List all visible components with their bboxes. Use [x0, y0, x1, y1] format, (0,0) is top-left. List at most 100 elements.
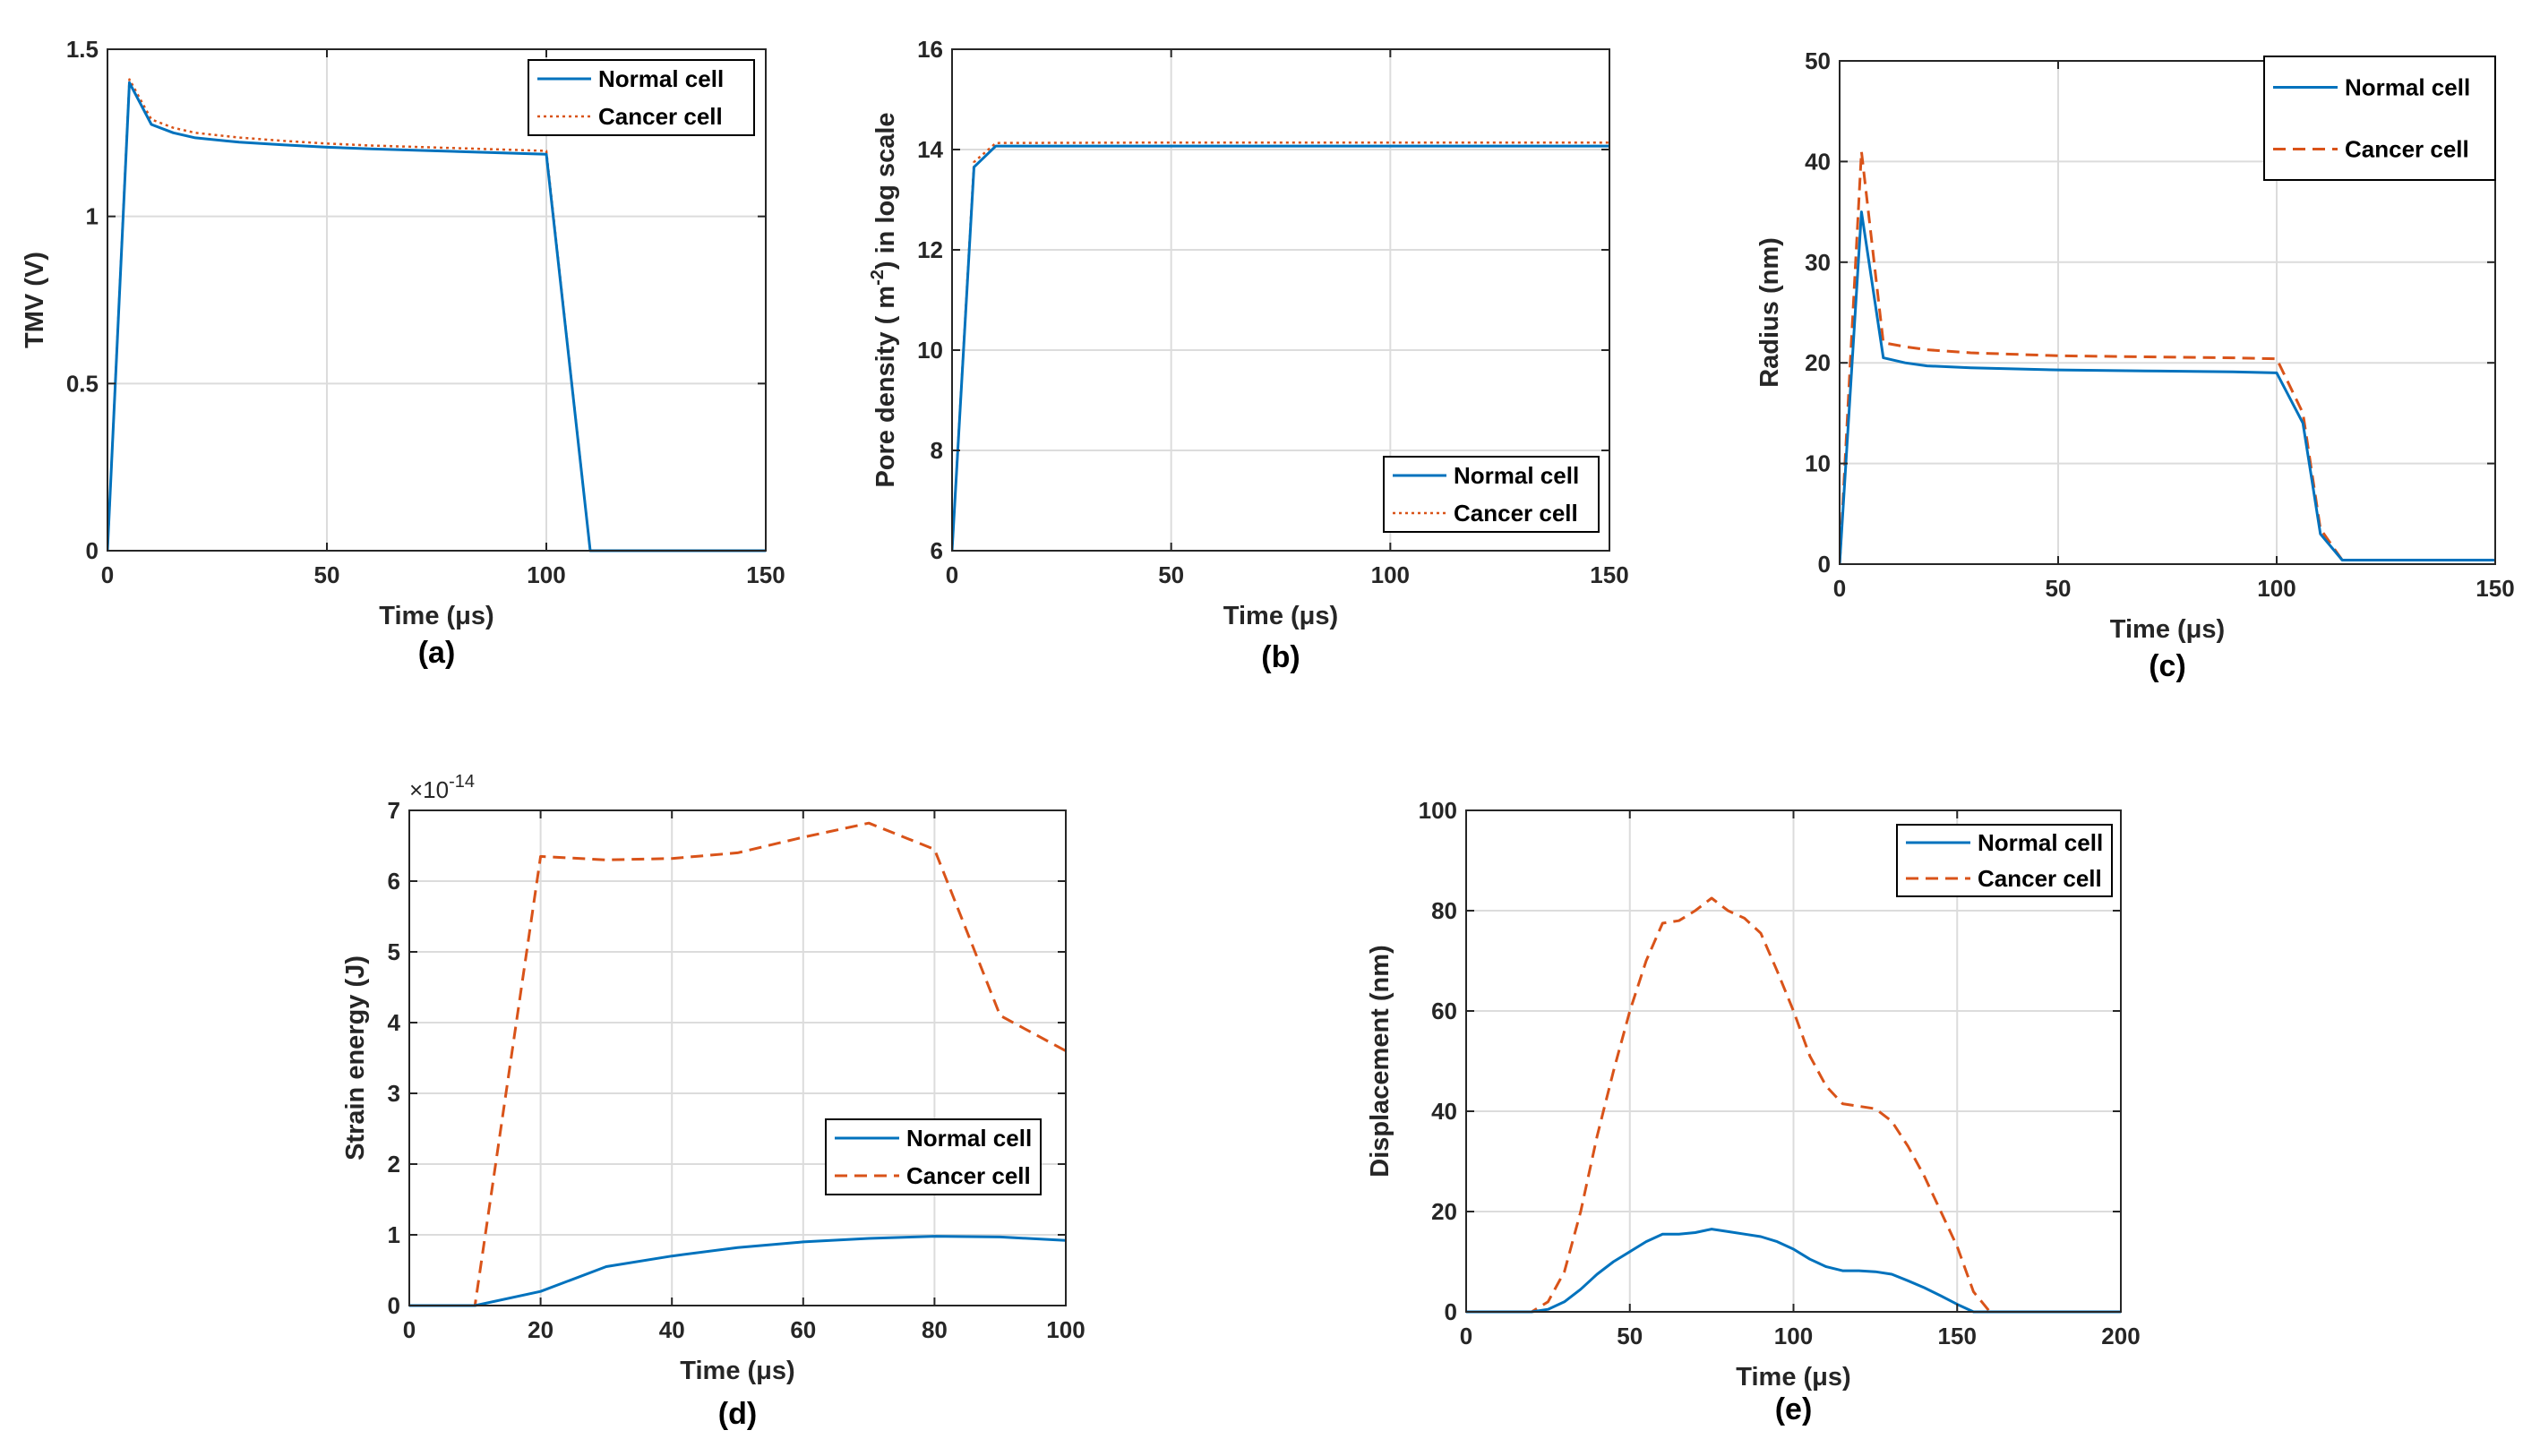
series-line-cancer-cell — [1466, 896, 2121, 1314]
chart-panel-a: 0 50 100 150 0 0.5 1 1.5 Time (μs) TMV (V) Normal … — [21, 36, 785, 670]
legend: Normal cell Cancer cell — [1383, 456, 1600, 533]
legend-label: Normal cell — [598, 65, 724, 92]
legend-label: Normal cell — [1454, 462, 1579, 489]
x-axis-label: Time (μs) — [680, 1357, 794, 1385]
legend-box — [1896, 824, 2113, 897]
legend-box — [2263, 56, 2496, 181]
axes-box — [951, 48, 1610, 552]
x-tick-label: 50 — [314, 561, 340, 588]
y-tick-label: 3 — [388, 1080, 400, 1107]
y-axis-label: TMV (V) — [21, 252, 49, 348]
x-tick-label: 80 — [922, 1316, 948, 1343]
x-axis-label: Time (μs) — [2110, 615, 2225, 644]
y-tick-label: 1 — [388, 1221, 400, 1248]
y-tick-label: 20 — [1805, 349, 1831, 376]
chart-panel-e: 0 50 100 150 200 0 20 40 60 80 100 Time (μs) Displac… — [1366, 797, 2141, 1426]
y-tick-label: 16 — [917, 36, 943, 63]
axes-box — [408, 809, 1067, 1306]
x-tick-label: 50 — [1158, 561, 1184, 588]
y-tick-label: 7 — [388, 797, 400, 824]
y-tick-label: 8 — [931, 437, 943, 464]
x-tick-label: 200 — [2101, 1323, 2140, 1349]
legend-label: Normal cell — [906, 1125, 1032, 1152]
axes-box — [1839, 60, 2496, 565]
y-tick-label: 10 — [1805, 450, 1831, 477]
x-tick-label: 100 — [2257, 575, 2295, 602]
chart-panel-c: 0 50 100 150 0 10 20 30 40 50 Time (μs) Radius (nm)… — [1755, 47, 2515, 683]
series-line-cancer-cell — [409, 821, 1066, 1307]
legend-label: Cancer cell — [2345, 136, 2469, 163]
series-line-normal-cell — [952, 144, 1609, 552]
series-line-normal-cell — [1466, 1228, 2121, 1314]
axis-multiplier: ×10-14 — [409, 772, 475, 803]
y-tick-label: 60 — [1431, 998, 1457, 1024]
legend-box — [825, 1118, 1042, 1195]
y-tick-label: 100 — [1419, 797, 1457, 824]
legend: Normal cell Cancer cell — [1896, 824, 2113, 897]
y-tick-label: 2 — [388, 1151, 400, 1178]
x-tick-label: 150 — [1938, 1323, 1977, 1349]
legend: Normal cell Cancer cell — [825, 1118, 1042, 1195]
x-tick-label: 60 — [790, 1316, 816, 1343]
x-tick-label: 0 — [1460, 1323, 1472, 1349]
y-tick-label: 50 — [1805, 47, 1831, 74]
legend-label: Normal cell — [1978, 829, 2103, 856]
y-tick-label: 6 — [931, 537, 943, 564]
y-tick-label: 10 — [917, 337, 943, 364]
legend-label: Normal cell — [2345, 74, 2470, 101]
series-line-normal-cell — [409, 1235, 1066, 1307]
x-tick-label: 150 — [746, 561, 785, 588]
x-tick-label: 100 — [1046, 1316, 1085, 1343]
legend-box — [528, 59, 755, 136]
legend: Normal cell Cancer cell — [528, 59, 755, 136]
series-line-normal-cell — [107, 81, 766, 552]
y-axis-label: Radius (nm) — [1755, 237, 1784, 388]
y-tick-label: 12 — [917, 236, 943, 263]
x-tick-label: 100 — [1774, 1323, 1813, 1349]
legend-label: Cancer cell — [1454, 500, 1578, 527]
x-tick-label: 40 — [659, 1316, 685, 1343]
y-axis-label: Pore density ( m-2) in log scale — [868, 112, 900, 487]
legend-box — [1383, 456, 1600, 533]
y-tick-label: 0 — [1818, 551, 1831, 578]
y-tick-label: 1 — [86, 203, 99, 230]
legend-label: Cancer cell — [598, 103, 723, 130]
y-tick-label: 1.5 — [66, 36, 99, 63]
legend: Normal cell Cancer cell — [2263, 56, 2496, 181]
legend-label: Cancer cell — [906, 1162, 1031, 1189]
x-tick-label: 0 — [1833, 575, 1846, 602]
panel-caption: (d) — [718, 1397, 757, 1431]
chart-panel-b: 0 50 100 150 6 8 10 12 14 16 Time (μs) Pore density… — [868, 36, 1629, 674]
x-tick-label: 0 — [101, 561, 114, 588]
y-tick-label: 0 — [86, 537, 99, 564]
axes-box — [107, 48, 767, 552]
y-tick-label: 30 — [1805, 249, 1831, 276]
plot-area — [409, 810, 1066, 1306]
y-tick-label: 80 — [1431, 897, 1457, 924]
y-tick-label: 14 — [917, 136, 943, 163]
x-tick-label: 20 — [528, 1316, 553, 1343]
x-axis-label: Time (μs) — [1223, 602, 1338, 630]
x-tick-label: 100 — [527, 561, 565, 588]
x-tick-label: 50 — [2046, 575, 2072, 602]
y-tick-label: 4 — [388, 1009, 401, 1036]
chart-panel-d: 0 20 40 60 80 100 0 1 2 3 4 5 6 7 Time (μs) Strain ener… — [341, 772, 1086, 1431]
y-tick-label: 20 — [1431, 1198, 1457, 1225]
y-axis-label: Displacement (nm) — [1366, 945, 1394, 1177]
x-axis-label: Time (μs) — [379, 602, 493, 630]
y-tick-label: 40 — [1431, 1098, 1457, 1125]
x-tick-label: 0 — [946, 561, 958, 588]
x-tick-label: 0 — [403, 1316, 416, 1343]
legend-label: Cancer cell — [1978, 865, 2102, 892]
x-tick-label: 100 — [1371, 561, 1410, 588]
x-tick-label: 150 — [1590, 561, 1628, 588]
x-axis-label: Time (μs) — [1736, 1363, 1850, 1392]
x-tick-label: 150 — [2476, 575, 2514, 602]
y-tick-label: 5 — [388, 938, 400, 965]
y-tick-label: 0 — [388, 1292, 400, 1319]
series-line-normal-cell — [1840, 210, 2495, 565]
y-axis-label: Strain energy (J) — [341, 955, 370, 1161]
x-tick-label: 50 — [1617, 1323, 1643, 1349]
y-tick-label: 0.5 — [66, 370, 99, 397]
